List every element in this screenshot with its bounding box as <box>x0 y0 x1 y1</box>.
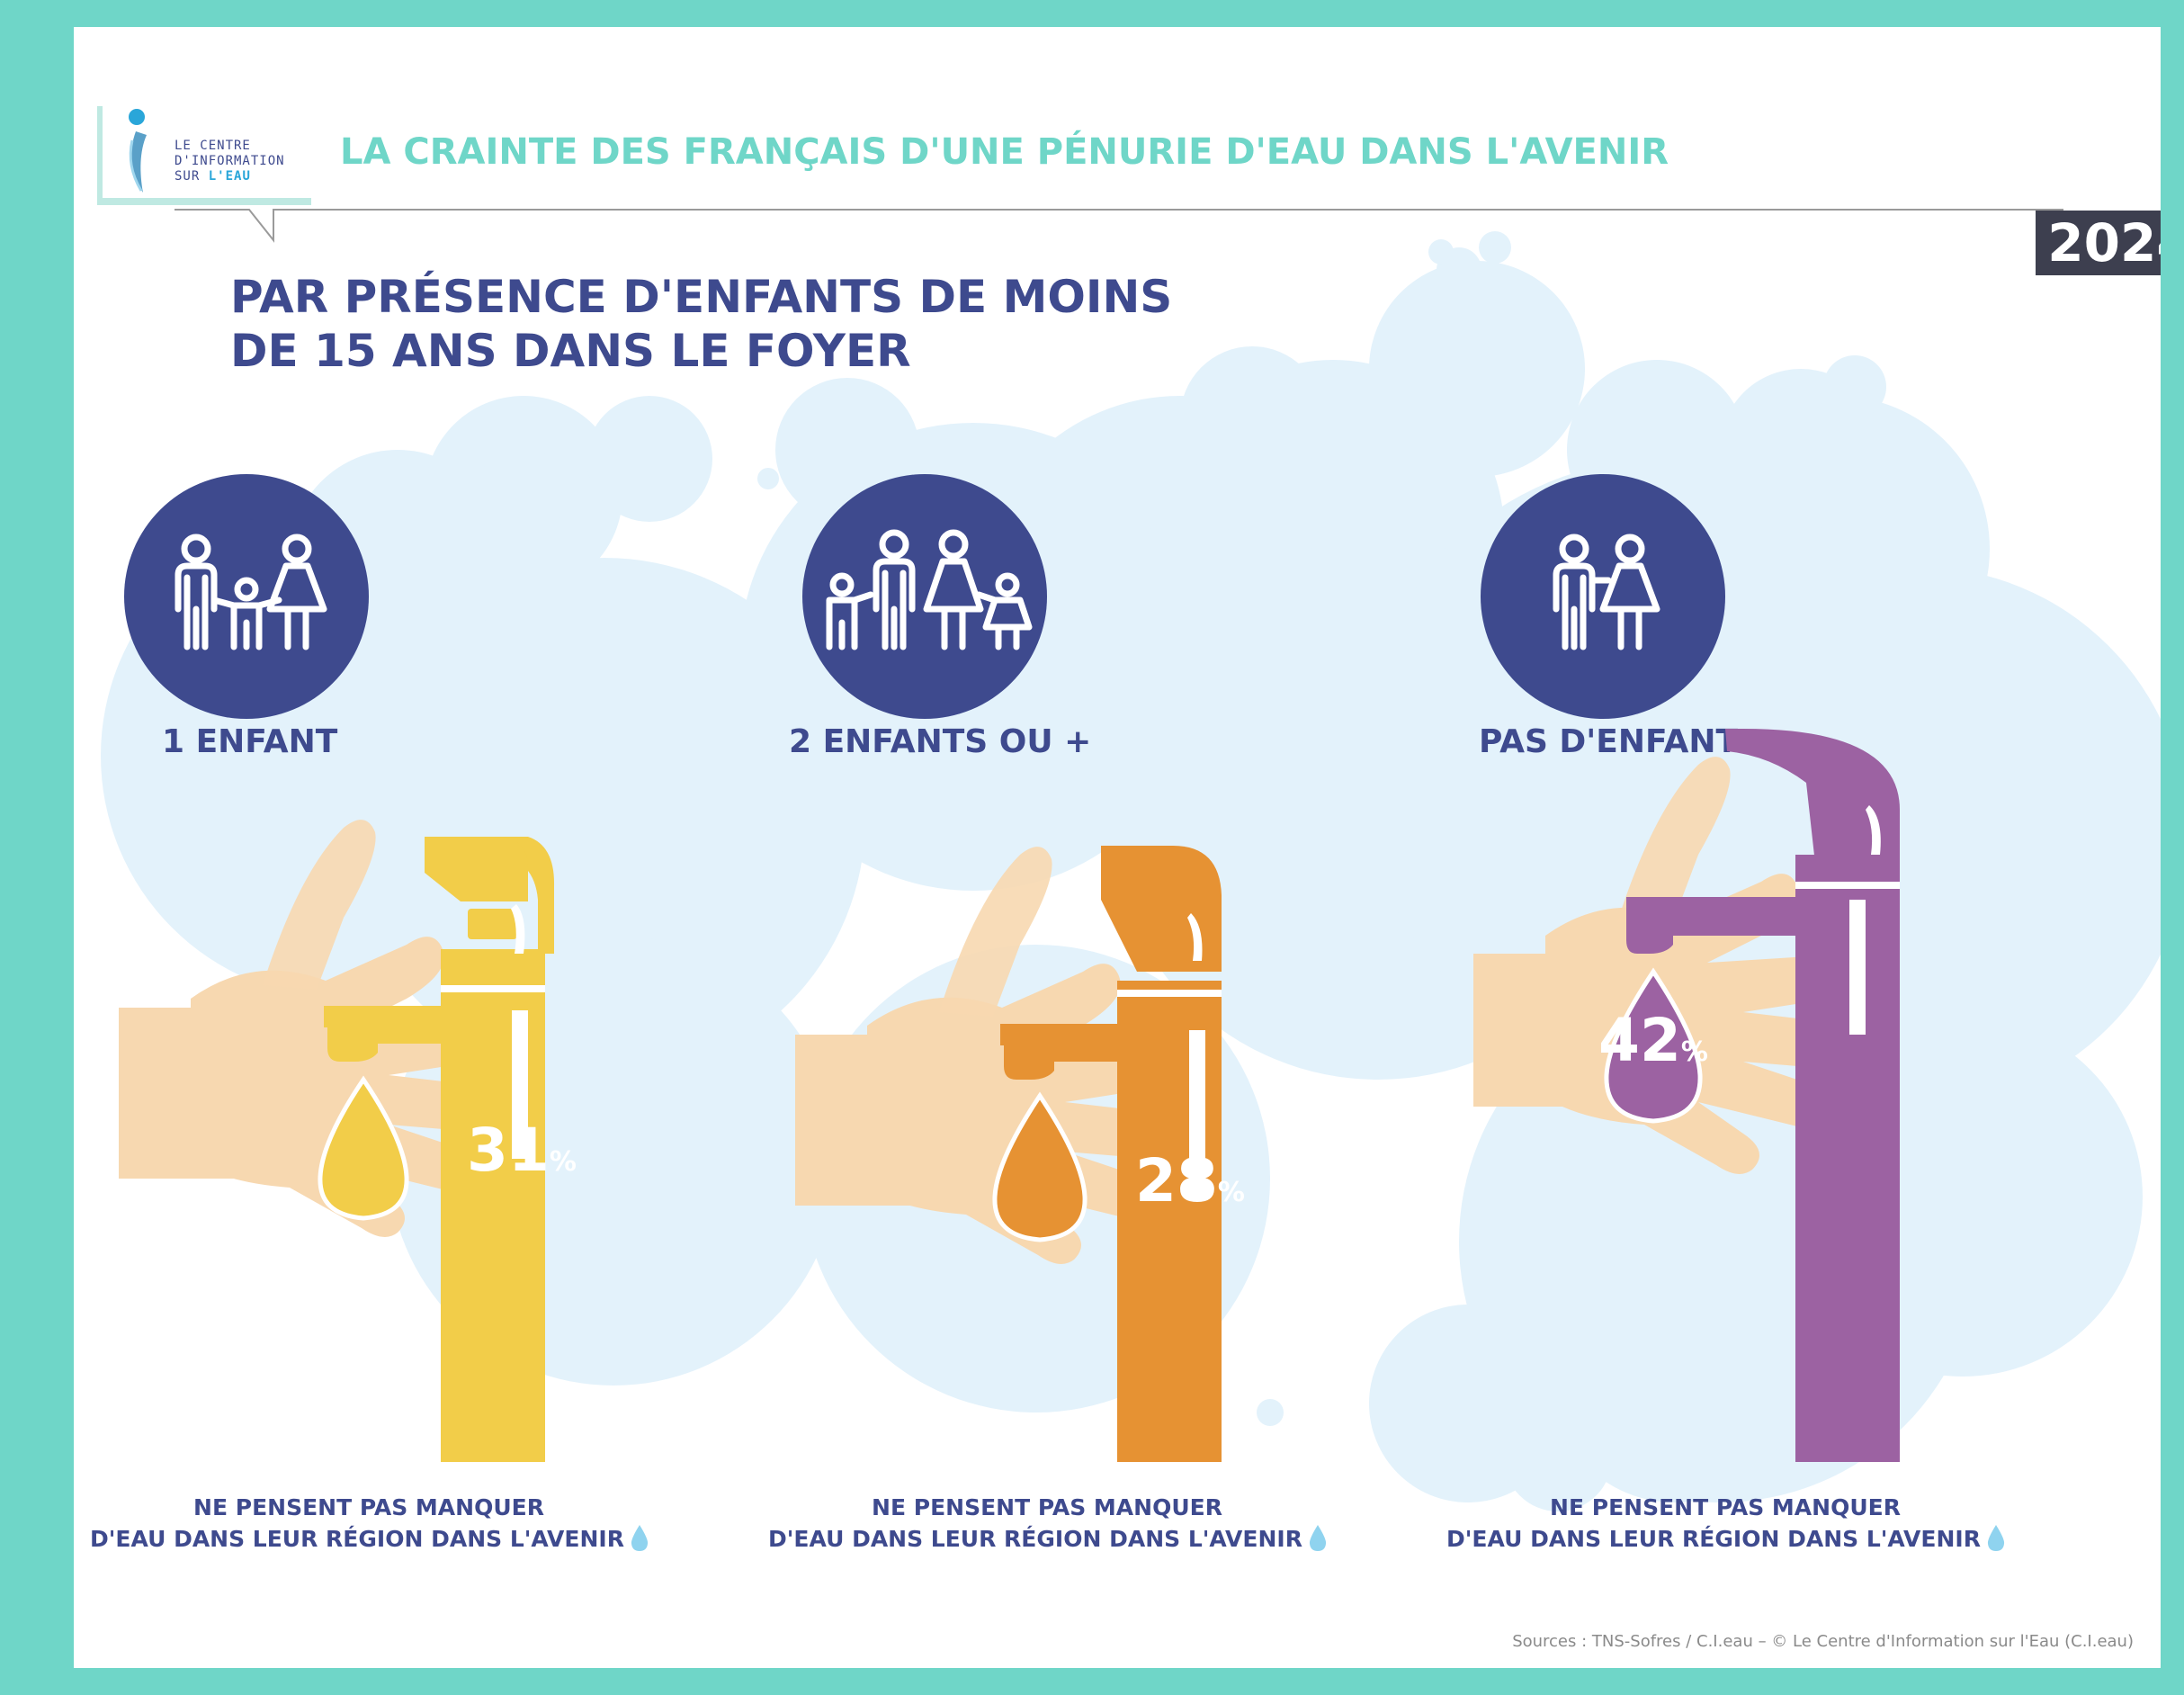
water-drop-icon <box>1604 967 1703 1124</box>
group-label-1-enfant: 1 ENFANT <box>162 723 338 760</box>
water-drop-logo-icon <box>129 109 147 193</box>
faucet-scene-1 <box>119 820 555 1462</box>
family-two-children-icon <box>826 529 1033 650</box>
group-label-pas-enfant: PAS D'ENFANT <box>1479 723 1739 760</box>
faucet-icon <box>1000 846 1222 1462</box>
subtitle: PAR PRÉSENCE D'ENFANTS DE MOINS DE 15 AN… <box>230 271 1173 377</box>
faucet-scene-3 <box>1473 729 1900 1462</box>
percent-value-1: 31% <box>467 1116 577 1185</box>
group-label-2-enfants: 2 ENFANTS OU + <box>789 723 1092 760</box>
faucet-icon <box>1626 729 1900 1462</box>
caption-3: NE PENSENT PAS MANQUER D'EAU DANS LEUR R… <box>1446 1492 2005 1555</box>
water-drop-icon <box>318 1075 409 1221</box>
caption-2: NE PENSENT PAS MANQUER D'EAU DANS LEUR R… <box>768 1492 1327 1555</box>
percent-value-3: 42% <box>1598 1006 1708 1075</box>
family-one-child-icon <box>175 534 327 650</box>
small-water-drop-icon <box>1987 1525 2005 1551</box>
family-circle-1 <box>124 474 369 719</box>
small-water-drop-icon <box>631 1525 649 1551</box>
caption-1: NE PENSENT PAS MANQUER D'EAU DANS LEUR R… <box>90 1492 649 1555</box>
faucet-details <box>1117 913 1222 1201</box>
family-circle-2 <box>802 474 1047 719</box>
year-badge: 2024 <box>2036 211 2161 275</box>
couple-icon <box>1553 534 1660 650</box>
small-water-drop-icon <box>1309 1525 1327 1551</box>
family-circle-3 <box>1481 474 1725 719</box>
faucet-details <box>1795 805 1900 1035</box>
header-divider <box>175 209 2063 243</box>
faucet-details <box>441 904 545 1159</box>
infographic-frame: LE CENTRE D'INFORMATION SUR L'EAU LA CRA… <box>74 27 2161 1668</box>
logo-text: LE CENTRE D'INFORMATION SUR L'EAU <box>175 139 285 184</box>
percent-value-2: 28% <box>1135 1146 1245 1215</box>
faucet-scene-2 <box>795 846 1222 1462</box>
water-drop-icon <box>992 1091 1088 1242</box>
page-title: LA CRAINTE DES FRANÇAIS D'UNE PÉNURIE D'… <box>340 131 1669 173</box>
sources-note: Sources : TNS-Sofres / C.I.eau – © Le Ce… <box>1512 1632 2134 1651</box>
